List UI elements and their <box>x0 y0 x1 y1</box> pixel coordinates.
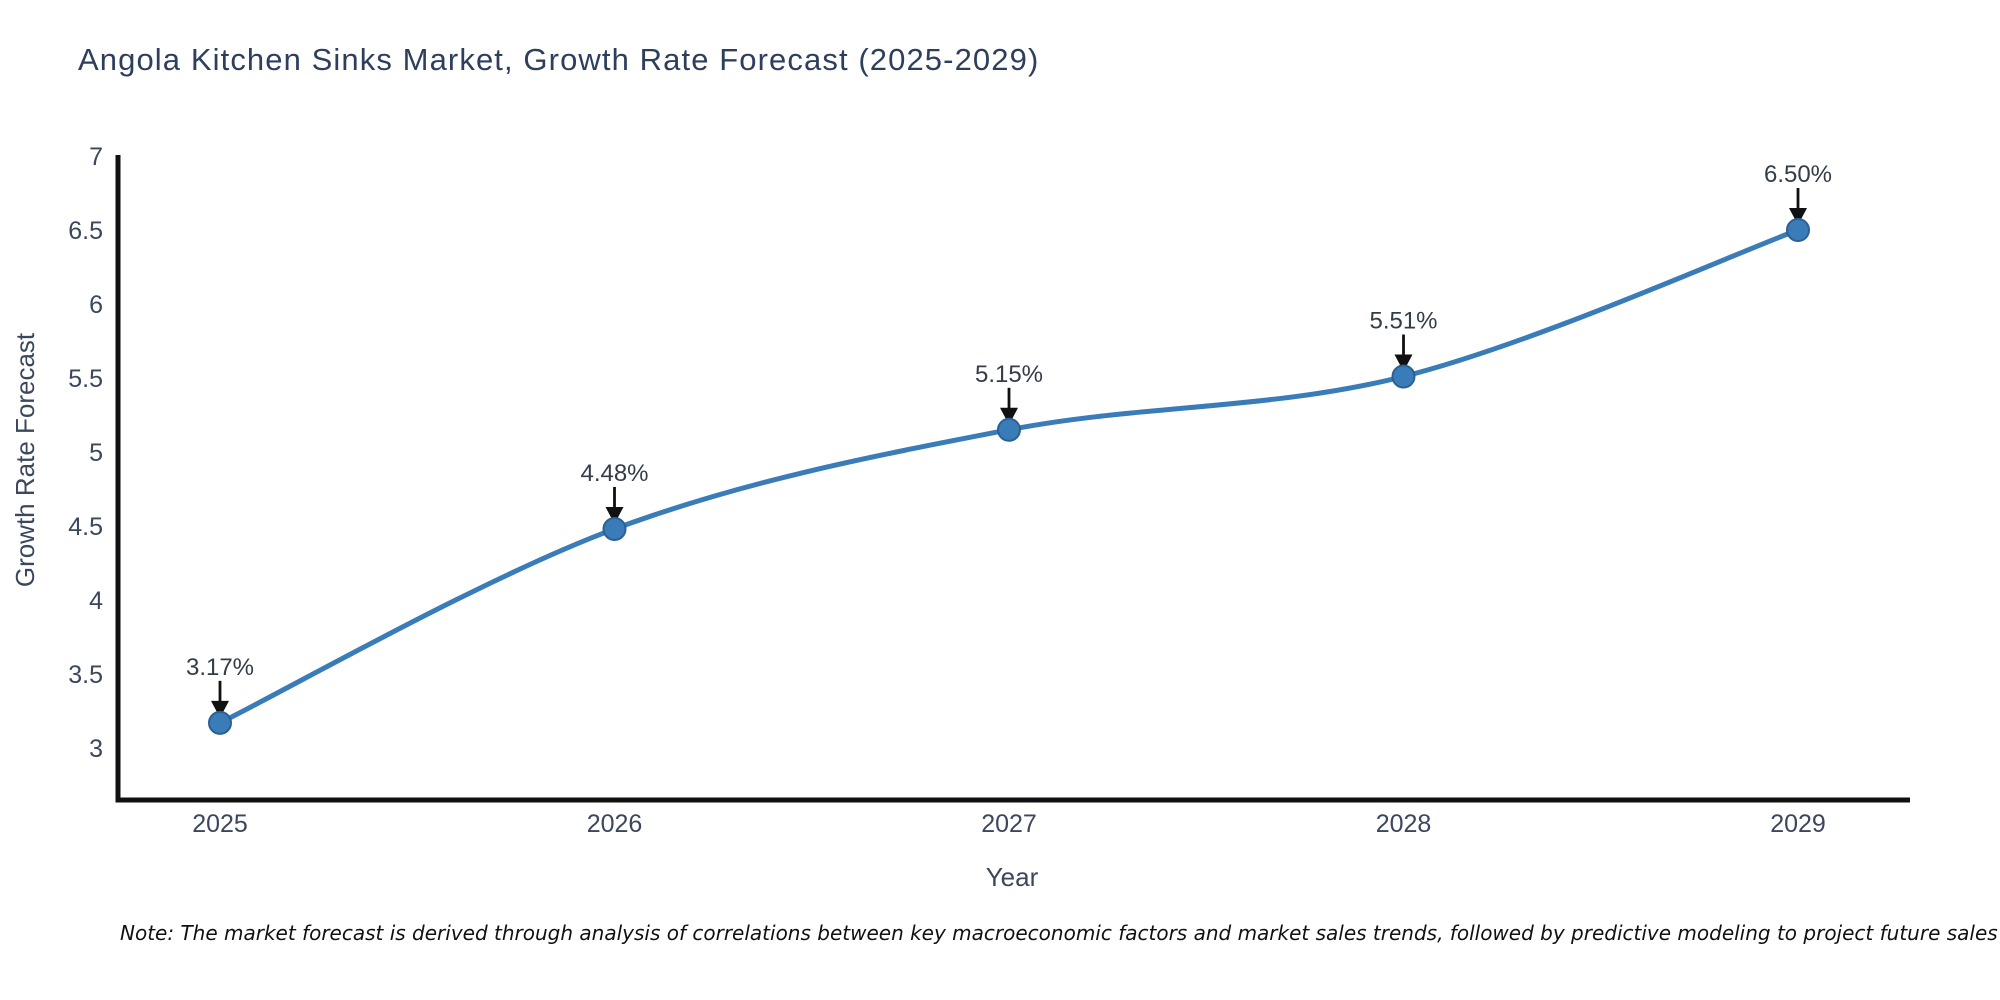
data-point-marker <box>1391 364 1416 389</box>
annotation-label: 5.15% <box>975 361 1043 388</box>
x-axis-title: Year <box>986 862 1039 892</box>
annotation-label: 5.51% <box>1369 308 1437 335</box>
annotation-label: 6.50% <box>1764 161 1832 188</box>
annotation-arrowhead <box>605 506 624 524</box>
x-tick-label: 2029 <box>1770 810 1826 838</box>
data-point-marker <box>1786 218 1810 242</box>
y-tick-label: 4 <box>89 587 103 615</box>
y-tick-label: 5.5 <box>68 365 103 393</box>
x-tick-label: 2027 <box>981 810 1037 838</box>
chart-title: Angola Kitchen Sinks Market, Growth Rate… <box>78 42 1040 77</box>
annotation-arrowhead <box>211 700 229 718</box>
footnote: Note: The market forecast is derived thr… <box>120 921 1998 945</box>
y-tick-label: 4.5 <box>68 513 103 541</box>
data-point-marker <box>997 417 1021 442</box>
y-tick-label: 6 <box>89 291 103 319</box>
annotation-arrowhead <box>1789 208 1807 225</box>
annotation-arrowhead <box>1000 407 1018 425</box>
x-tick-label: 2028 <box>1376 810 1432 838</box>
y-tick-label: 3 <box>89 735 103 763</box>
x-tick-label: 2025 <box>192 810 248 838</box>
annotation-label: 4.48% <box>580 460 648 487</box>
y-axis-title: Growth Rate Forecast <box>10 332 40 587</box>
annotation-label: 3.17% <box>186 654 254 681</box>
y-tick-label: 5 <box>89 439 103 467</box>
trend-line <box>217 227 1801 726</box>
data-point-marker <box>208 710 232 735</box>
x-tick-label: 2026 <box>587 810 643 838</box>
y-tick-label: 7 <box>89 143 103 171</box>
annotation-arrowhead <box>1394 354 1413 372</box>
data-point-marker <box>602 516 627 541</box>
y-tick-label: 3.5 <box>68 661 103 689</box>
y-tick-label: 6.5 <box>68 217 103 245</box>
